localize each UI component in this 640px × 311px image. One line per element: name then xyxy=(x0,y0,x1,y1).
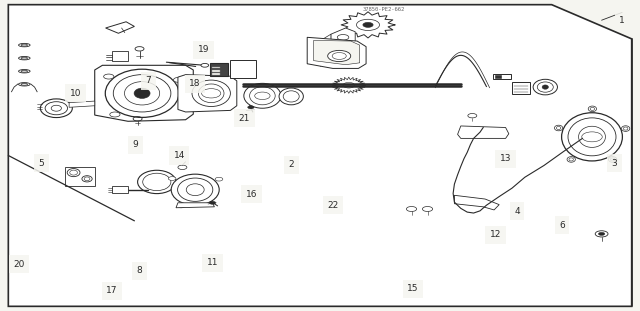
Circle shape xyxy=(177,204,185,208)
Text: 13: 13 xyxy=(500,154,511,163)
Text: 37850-PE2-662: 37850-PE2-662 xyxy=(363,7,405,12)
Bar xyxy=(230,60,256,78)
Ellipse shape xyxy=(105,69,179,118)
Text: 6: 6 xyxy=(559,221,564,230)
Ellipse shape xyxy=(567,157,575,162)
Circle shape xyxy=(598,232,605,235)
Circle shape xyxy=(201,63,209,67)
Bar xyxy=(493,74,511,79)
Ellipse shape xyxy=(533,79,557,95)
Ellipse shape xyxy=(138,170,176,193)
Polygon shape xyxy=(454,195,499,210)
Circle shape xyxy=(168,177,176,180)
Circle shape xyxy=(363,22,373,27)
Text: 16: 16 xyxy=(246,190,257,199)
Bar xyxy=(112,51,128,61)
Polygon shape xyxy=(331,28,355,44)
Polygon shape xyxy=(323,34,331,45)
Text: 12: 12 xyxy=(490,230,501,239)
Ellipse shape xyxy=(40,99,72,118)
Ellipse shape xyxy=(588,106,596,112)
Polygon shape xyxy=(106,22,134,33)
Ellipse shape xyxy=(82,176,92,182)
Bar xyxy=(495,75,501,78)
Ellipse shape xyxy=(186,184,204,196)
Circle shape xyxy=(595,231,608,237)
Circle shape xyxy=(248,106,254,109)
Text: 22: 22 xyxy=(327,201,339,210)
Polygon shape xyxy=(458,126,509,138)
Circle shape xyxy=(328,50,351,62)
Ellipse shape xyxy=(67,169,80,177)
Polygon shape xyxy=(178,75,237,112)
Bar xyxy=(212,67,220,68)
Circle shape xyxy=(215,177,223,181)
Text: 19: 19 xyxy=(198,45,209,54)
Text: 2: 2 xyxy=(289,160,294,169)
Text: 17: 17 xyxy=(106,286,118,295)
Ellipse shape xyxy=(542,85,548,89)
Circle shape xyxy=(582,132,602,142)
Polygon shape xyxy=(95,65,193,121)
Ellipse shape xyxy=(279,88,303,105)
Ellipse shape xyxy=(554,125,563,131)
Polygon shape xyxy=(307,37,366,68)
Ellipse shape xyxy=(621,126,630,131)
Text: 4: 4 xyxy=(515,207,520,216)
Text: 8: 8 xyxy=(137,266,142,275)
Text: 7: 7 xyxy=(146,77,151,85)
Bar xyxy=(212,73,220,75)
Text: 21: 21 xyxy=(239,114,250,123)
Text: 5: 5 xyxy=(39,159,44,168)
Ellipse shape xyxy=(172,174,219,205)
Bar xyxy=(112,186,128,193)
Ellipse shape xyxy=(562,113,622,161)
Ellipse shape xyxy=(134,88,150,98)
Bar xyxy=(512,82,530,94)
Polygon shape xyxy=(69,101,95,107)
Circle shape xyxy=(110,112,120,117)
Circle shape xyxy=(104,74,114,79)
Circle shape xyxy=(209,201,216,204)
Circle shape xyxy=(173,77,184,82)
Text: 15: 15 xyxy=(407,284,419,293)
Text: 20: 20 xyxy=(13,260,25,269)
Polygon shape xyxy=(65,167,95,186)
Bar xyxy=(212,70,220,72)
Text: 9: 9 xyxy=(133,140,138,149)
Ellipse shape xyxy=(244,83,281,108)
Text: 10: 10 xyxy=(70,89,81,98)
Text: 18: 18 xyxy=(189,80,201,88)
Text: 3: 3 xyxy=(612,159,617,168)
Polygon shape xyxy=(314,40,360,65)
Ellipse shape xyxy=(609,157,617,162)
Bar xyxy=(210,63,228,76)
Text: 1: 1 xyxy=(620,16,625,25)
Polygon shape xyxy=(8,5,632,306)
Text: 11: 11 xyxy=(207,258,218,267)
Text: 14: 14 xyxy=(173,151,185,160)
Polygon shape xyxy=(176,203,214,208)
